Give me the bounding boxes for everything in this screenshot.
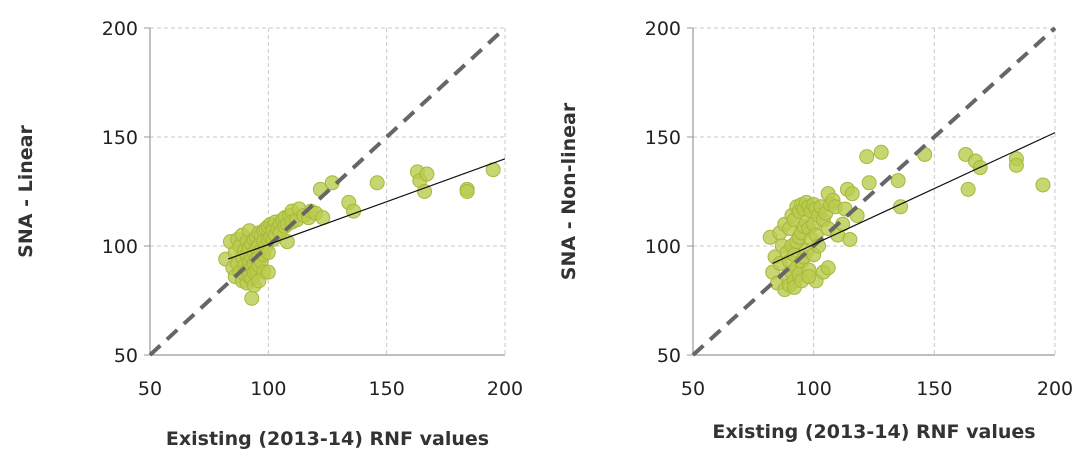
identity-reference-line [691, 26, 1057, 357]
data-point [842, 231, 858, 247]
data-point [251, 273, 267, 289]
x-tick-label: 150 [369, 378, 405, 400]
y-tick-label: 100 [102, 236, 138, 258]
y-tick-label: 200 [645, 18, 681, 40]
x-tick-label: 200 [1037, 378, 1073, 400]
identity-reference-line [148, 26, 507, 357]
x-tick-label: 150 [916, 378, 952, 400]
y-tick-label: 150 [645, 127, 681, 149]
data-point [801, 269, 817, 285]
data-point [861, 175, 877, 191]
data-point [890, 173, 906, 189]
data-point [244, 290, 260, 306]
data-point [873, 144, 889, 160]
chart-sna-linear: 50 100 150 200 50 100 150 200 Existing (2013-14)… [15, 18, 523, 450]
data-point [419, 166, 435, 182]
data-point [417, 184, 433, 199]
data-point [1035, 177, 1051, 193]
fit-line [772, 132, 1056, 264]
x-tick-label: 50 [138, 378, 162, 400]
data-point [369, 175, 385, 191]
y-tick-label: 50 [657, 345, 681, 367]
y-axis-title: SNA - Linear [15, 125, 37, 258]
y-tick-label: 100 [645, 236, 681, 258]
y-tick-label: 50 [114, 345, 138, 367]
data-point [260, 245, 276, 261]
data-point [960, 181, 976, 197]
data-point [279, 234, 295, 250]
x-tick-label: 50 [681, 378, 705, 400]
data-point [1008, 157, 1024, 173]
x-tick-label: 100 [250, 378, 286, 400]
data-point [459, 184, 475, 199]
data-point [260, 264, 276, 280]
x-tick-label: 200 [487, 378, 523, 400]
fit-line [227, 158, 506, 260]
data-point [844, 186, 860, 202]
x-axis-title: Existing (2013-14) RNF values [166, 428, 489, 450]
data-point [893, 199, 909, 215]
data-point [820, 260, 836, 276]
data-point [859, 149, 875, 165]
x-axis-title: Existing (2013-14) RNF values [712, 421, 1035, 443]
x-tick-label: 100 [796, 378, 832, 400]
y-tick-label: 200 [102, 18, 138, 40]
y-axis-title: SNA - Non-linear [558, 102, 580, 280]
y-tick-label: 150 [102, 127, 138, 149]
